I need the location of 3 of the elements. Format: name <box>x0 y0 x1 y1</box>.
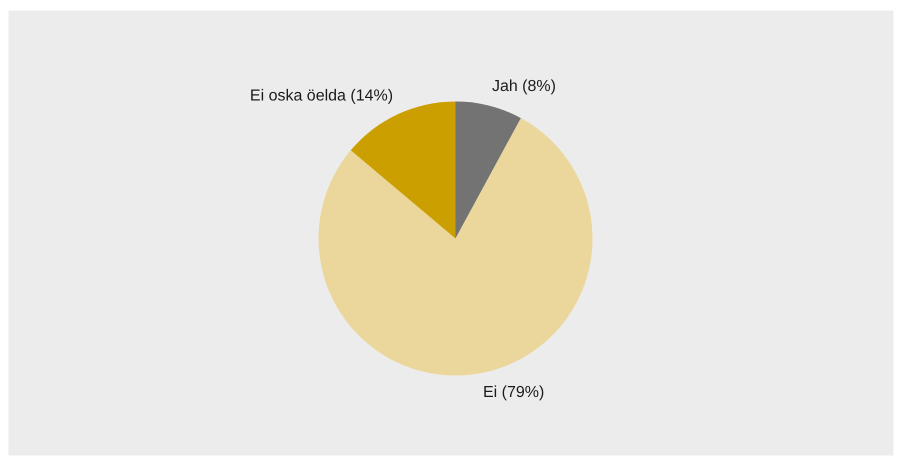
slice-label: Ei (79%) <box>482 384 544 401</box>
slice-label: Ei oska öelda (14%) <box>250 87 394 104</box>
slice-label: Jah (8%) <box>492 78 556 96</box>
